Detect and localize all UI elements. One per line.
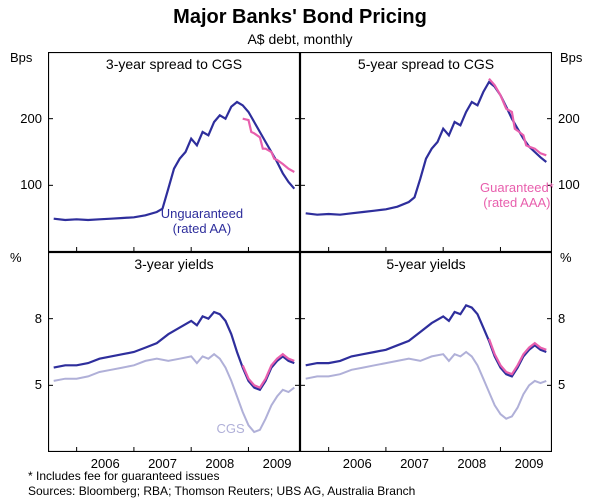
panel-title: 5-year yields: [300, 256, 552, 272]
y-tick-label: 100: [558, 177, 580, 192]
y-tick-label: 8: [558, 311, 565, 326]
panel-title: 3-year spread to CGS: [48, 56, 300, 72]
y-tick-label: 5: [558, 377, 565, 392]
panel-p11: 3-year spread to CGS Unguaranteed(rated A…: [48, 52, 300, 252]
series-annotation: CGS: [176, 422, 286, 437]
unit-label: Bps: [10, 50, 32, 65]
plot-grid: 3-year spread to CGS Unguaranteed(rated A…: [48, 52, 552, 452]
y-tick-label: 100: [2, 177, 42, 192]
sources: Sources: Bloomberg; RBA; Thomson Reuters…: [0, 483, 427, 498]
panel-title: 5-year spread to CGS: [300, 56, 552, 72]
x-tick-label: 2006: [337, 456, 377, 471]
y-tick-label: 200: [558, 111, 580, 126]
unit-label: %: [10, 250, 22, 265]
chart-subtitle: A$ debt, monthly: [0, 29, 600, 47]
panel-p22: 5-year yields: [300, 252, 552, 452]
panel-title: 3-year yields: [48, 256, 300, 272]
series-annotation: Unguaranteed(rated AA): [147, 207, 257, 237]
panel-p21: 3-year yields CGS: [48, 252, 300, 452]
unit-label: Bps: [560, 50, 582, 65]
x-tick-label: 2007: [395, 456, 435, 471]
y-tick-label: 8: [2, 311, 42, 326]
y-tick-label: 5: [2, 377, 42, 392]
chart-container: Major Banks' Bond Pricing A$ debt, month…: [0, 0, 600, 503]
unit-label: %: [560, 250, 572, 265]
series-annotation: Guaranteed*(rated AAA): [462, 181, 572, 211]
y-tick-label: 200: [2, 111, 42, 126]
x-tick-label: 2009: [509, 456, 549, 471]
footnote: * Includes fee for guaranteed issues: [0, 467, 231, 483]
x-tick-label: 2008: [452, 456, 492, 471]
x-tick-label: 2009: [257, 456, 297, 471]
panel-p12: 5-year spread to CGSGuaranteed*(rated AA…: [300, 52, 552, 252]
chart-title: Major Banks' Bond Pricing: [0, 0, 600, 29]
